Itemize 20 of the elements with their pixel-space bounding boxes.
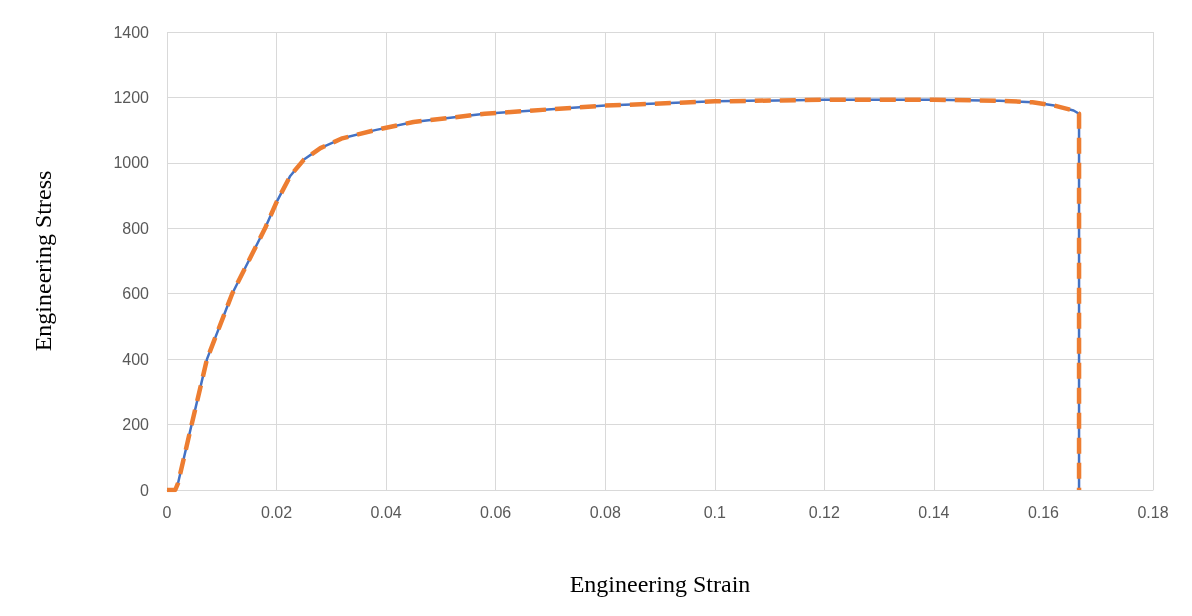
x-tick-label: 0.16 <box>1027 503 1060 521</box>
x-tick-label: 0.04 <box>370 503 402 521</box>
x-tick-label: 0.18 <box>1137 503 1169 521</box>
x-tick-label: 0 <box>162 503 172 521</box>
y-axis-title: Engineering Stress <box>30 170 56 352</box>
x-tick-label: 0.08 <box>589 503 621 521</box>
x-axis-title: Engineering Strain <box>569 571 751 597</box>
y-tick-label: 800 <box>122 219 150 237</box>
y-tick-label: 0 <box>140 481 150 499</box>
x-tick-label: 0.06 <box>480 503 512 521</box>
x-tick-label: 0.1 <box>703 503 726 521</box>
y-tick-label: 1000 <box>113 154 150 172</box>
y-tick-label: 1400 <box>113 23 150 41</box>
x-tick-label: 0.12 <box>808 503 841 521</box>
y-tick-label: 1200 <box>113 88 150 106</box>
y-tick-label: 400 <box>122 350 150 368</box>
x-tick-label: 0.02 <box>260 503 293 521</box>
x-tick-label: 0.14 <box>918 503 950 521</box>
y-tick-label: 200 <box>122 416 150 434</box>
y-tick-label: 600 <box>122 285 150 303</box>
